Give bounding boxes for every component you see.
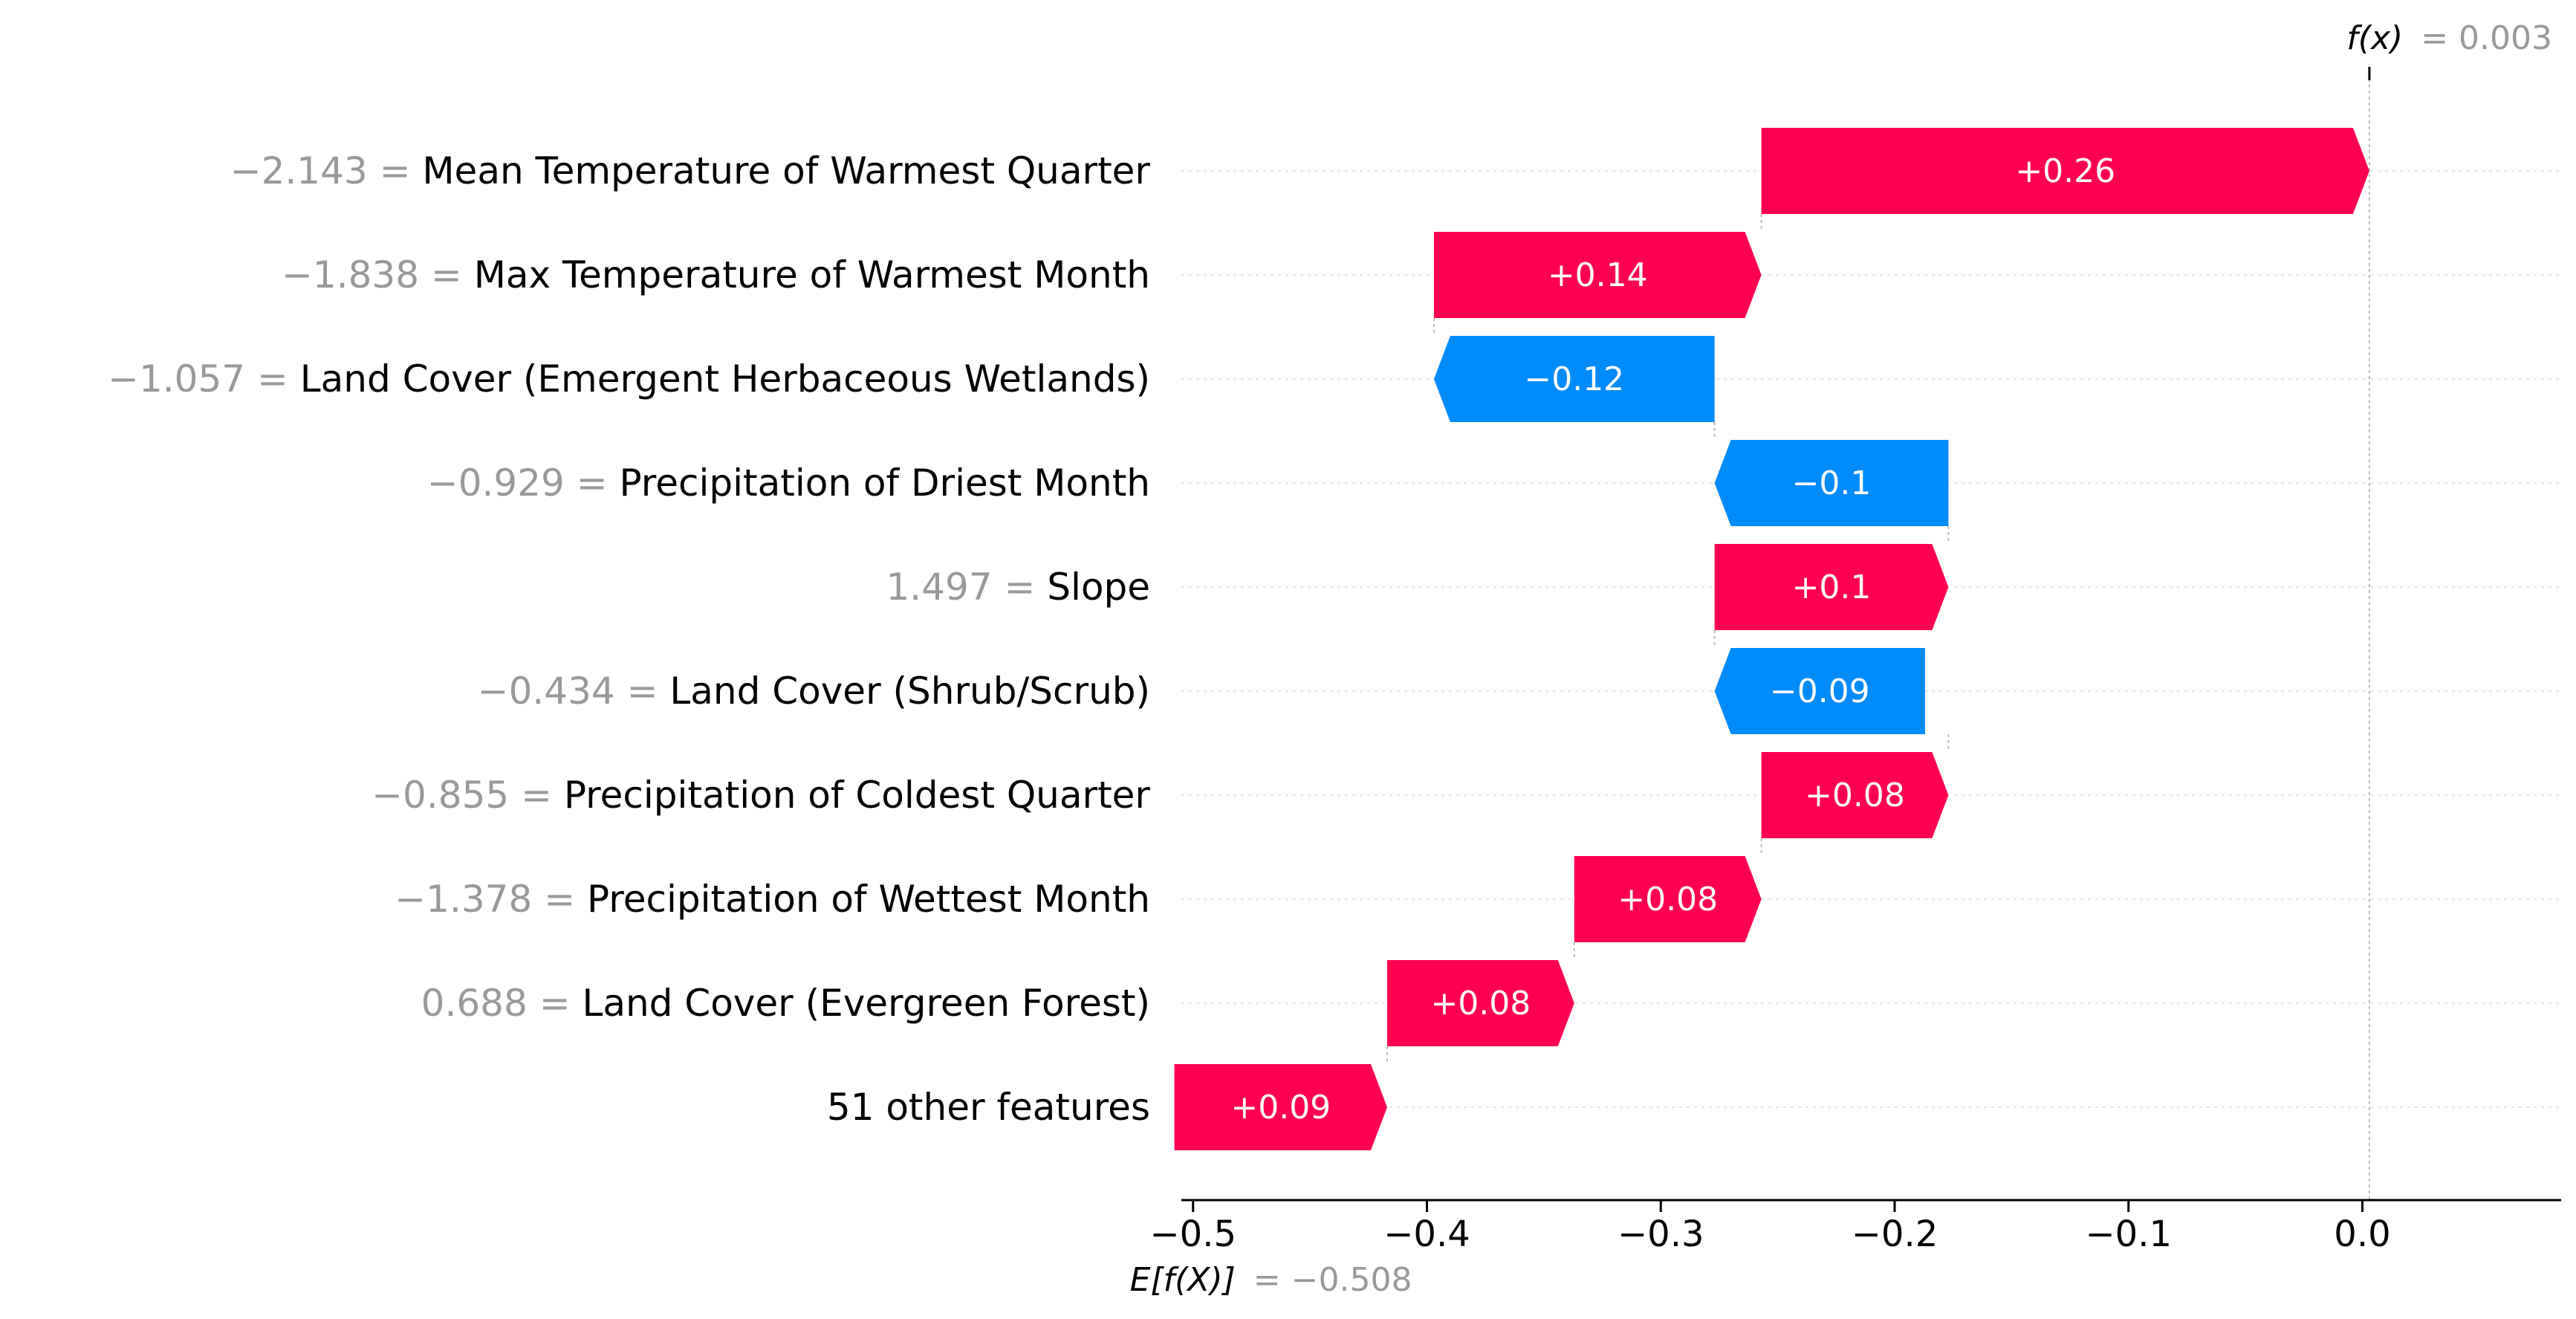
bar-value-label: +0.08 bbox=[1430, 985, 1531, 1023]
ex-label: E[f(X)] bbox=[1130, 1261, 1236, 1299]
feature-label: −0.434 = Land Cover (Shrub/Scrub) bbox=[478, 670, 1150, 713]
shap-bar bbox=[1574, 856, 1762, 942]
feature-name: Precipitation of Driest Month bbox=[620, 461, 1150, 505]
feature-label: −0.855 = Precipitation of Coldest Quarte… bbox=[372, 774, 1150, 817]
feature-label: −1.057 = Land Cover (Emergent Herbaceous… bbox=[108, 357, 1150, 401]
fx-label: f(x) bbox=[2346, 19, 2403, 57]
feature-label: 51 other features bbox=[827, 1086, 1150, 1129]
shap-bar bbox=[1386, 960, 1574, 1046]
bar-value-label: −0.1 bbox=[1792, 464, 1872, 502]
fx-value: = 0.003 bbox=[2421, 19, 2552, 57]
x-tick-label: −0.5 bbox=[1149, 1213, 1236, 1255]
bar-value-label: +0.08 bbox=[1618, 881, 1718, 918]
feature-name: Land Cover (Emergent Herbaceous Wetlands… bbox=[300, 357, 1150, 401]
feature-label: −2.143 = Mean Temperature of Warmest Qua… bbox=[230, 149, 1151, 192]
feature-value: −0.434 = bbox=[478, 670, 670, 713]
shap-bar bbox=[1433, 336, 1715, 422]
feature-value: 1.497 = bbox=[886, 565, 1047, 609]
ex-annotation: E[f(X)] = −0.508 bbox=[1130, 1261, 1412, 1299]
bar-value-label: +0.26 bbox=[2015, 152, 2115, 190]
fx-annotation: f(x) = 0.003 bbox=[2346, 19, 2552, 57]
shap-bar bbox=[1433, 232, 1762, 318]
feature-name: Mean Temperature of Warmest Quarter bbox=[422, 149, 1150, 192]
feature-name: 51 other features bbox=[827, 1086, 1150, 1129]
feature-name: Precipitation of Wettest Month bbox=[587, 878, 1150, 921]
x-tick-label: 0.0 bbox=[2334, 1213, 2390, 1255]
x-tick-label: −0.2 bbox=[1852, 1213, 1939, 1255]
feature-value: −0.929 = bbox=[427, 461, 620, 505]
shap-bar bbox=[1761, 752, 1949, 838]
bar-value-label: −0.09 bbox=[1770, 673, 1870, 710]
bar-value-label: +0.14 bbox=[1548, 256, 1648, 294]
shap-bar bbox=[1714, 440, 1949, 526]
shap-bar bbox=[1174, 1064, 1387, 1150]
ex-value: = −0.508 bbox=[1253, 1261, 1412, 1299]
x-tick-label: −0.1 bbox=[2085, 1213, 2172, 1255]
feature-name: Slope bbox=[1047, 565, 1150, 609]
bars: +0.26 +0.14 −0.12 −0.1 +0.1 −0.09 +0.08 +0.08 +0… bbox=[1174, 128, 2369, 1150]
feature-name: Land Cover (Evergreen Forest) bbox=[582, 982, 1150, 1025]
shap-bar bbox=[1761, 128, 2369, 214]
feature-label: −0.929 = Precipitation of Driest Month bbox=[427, 461, 1150, 505]
feature-name: Max Temperature of Warmest Month bbox=[474, 253, 1150, 296]
bar-connectors bbox=[1386, 214, 1950, 1064]
feature-label: −1.378 = Precipitation of Wettest Month bbox=[395, 878, 1150, 921]
x-tick-label: −0.3 bbox=[1618, 1213, 1704, 1255]
feature-name: Precipitation of Coldest Quarter bbox=[564, 774, 1151, 817]
feature-labels: −2.143 = Mean Temperature of Warmest Qua… bbox=[108, 149, 1150, 1129]
bar-value-label: +0.1 bbox=[1792, 568, 1872, 606]
feature-value: −1.057 = bbox=[108, 357, 300, 401]
feature-value: −0.855 = bbox=[372, 774, 564, 817]
shap-bar bbox=[1714, 544, 1949, 630]
feature-label: 1.497 = Slope bbox=[886, 565, 1150, 609]
bar-value-label: +0.09 bbox=[1230, 1089, 1331, 1127]
x-axis: −0.5 −0.4 −0.3 −0.2 −0.1 0.0 bbox=[1149, 67, 2561, 1255]
bar-value-label: +0.08 bbox=[1805, 777, 1905, 814]
feature-value: 0.688 = bbox=[421, 982, 583, 1025]
feature-value: −1.838 = bbox=[282, 253, 474, 296]
feature-name: Land Cover (Shrub/Scrub) bbox=[669, 670, 1150, 713]
shap-bar bbox=[1714, 648, 1925, 734]
feature-label: 0.688 = Land Cover (Evergreen Forest) bbox=[421, 982, 1150, 1025]
feature-value: −2.143 = bbox=[230, 149, 423, 192]
feature-value: −1.378 = bbox=[395, 878, 587, 921]
bar-value-label: −0.12 bbox=[1524, 360, 1624, 398]
feature-label: −1.838 = Max Temperature of Warmest Mont… bbox=[282, 253, 1150, 296]
x-tick-label: −0.4 bbox=[1383, 1213, 1470, 1255]
